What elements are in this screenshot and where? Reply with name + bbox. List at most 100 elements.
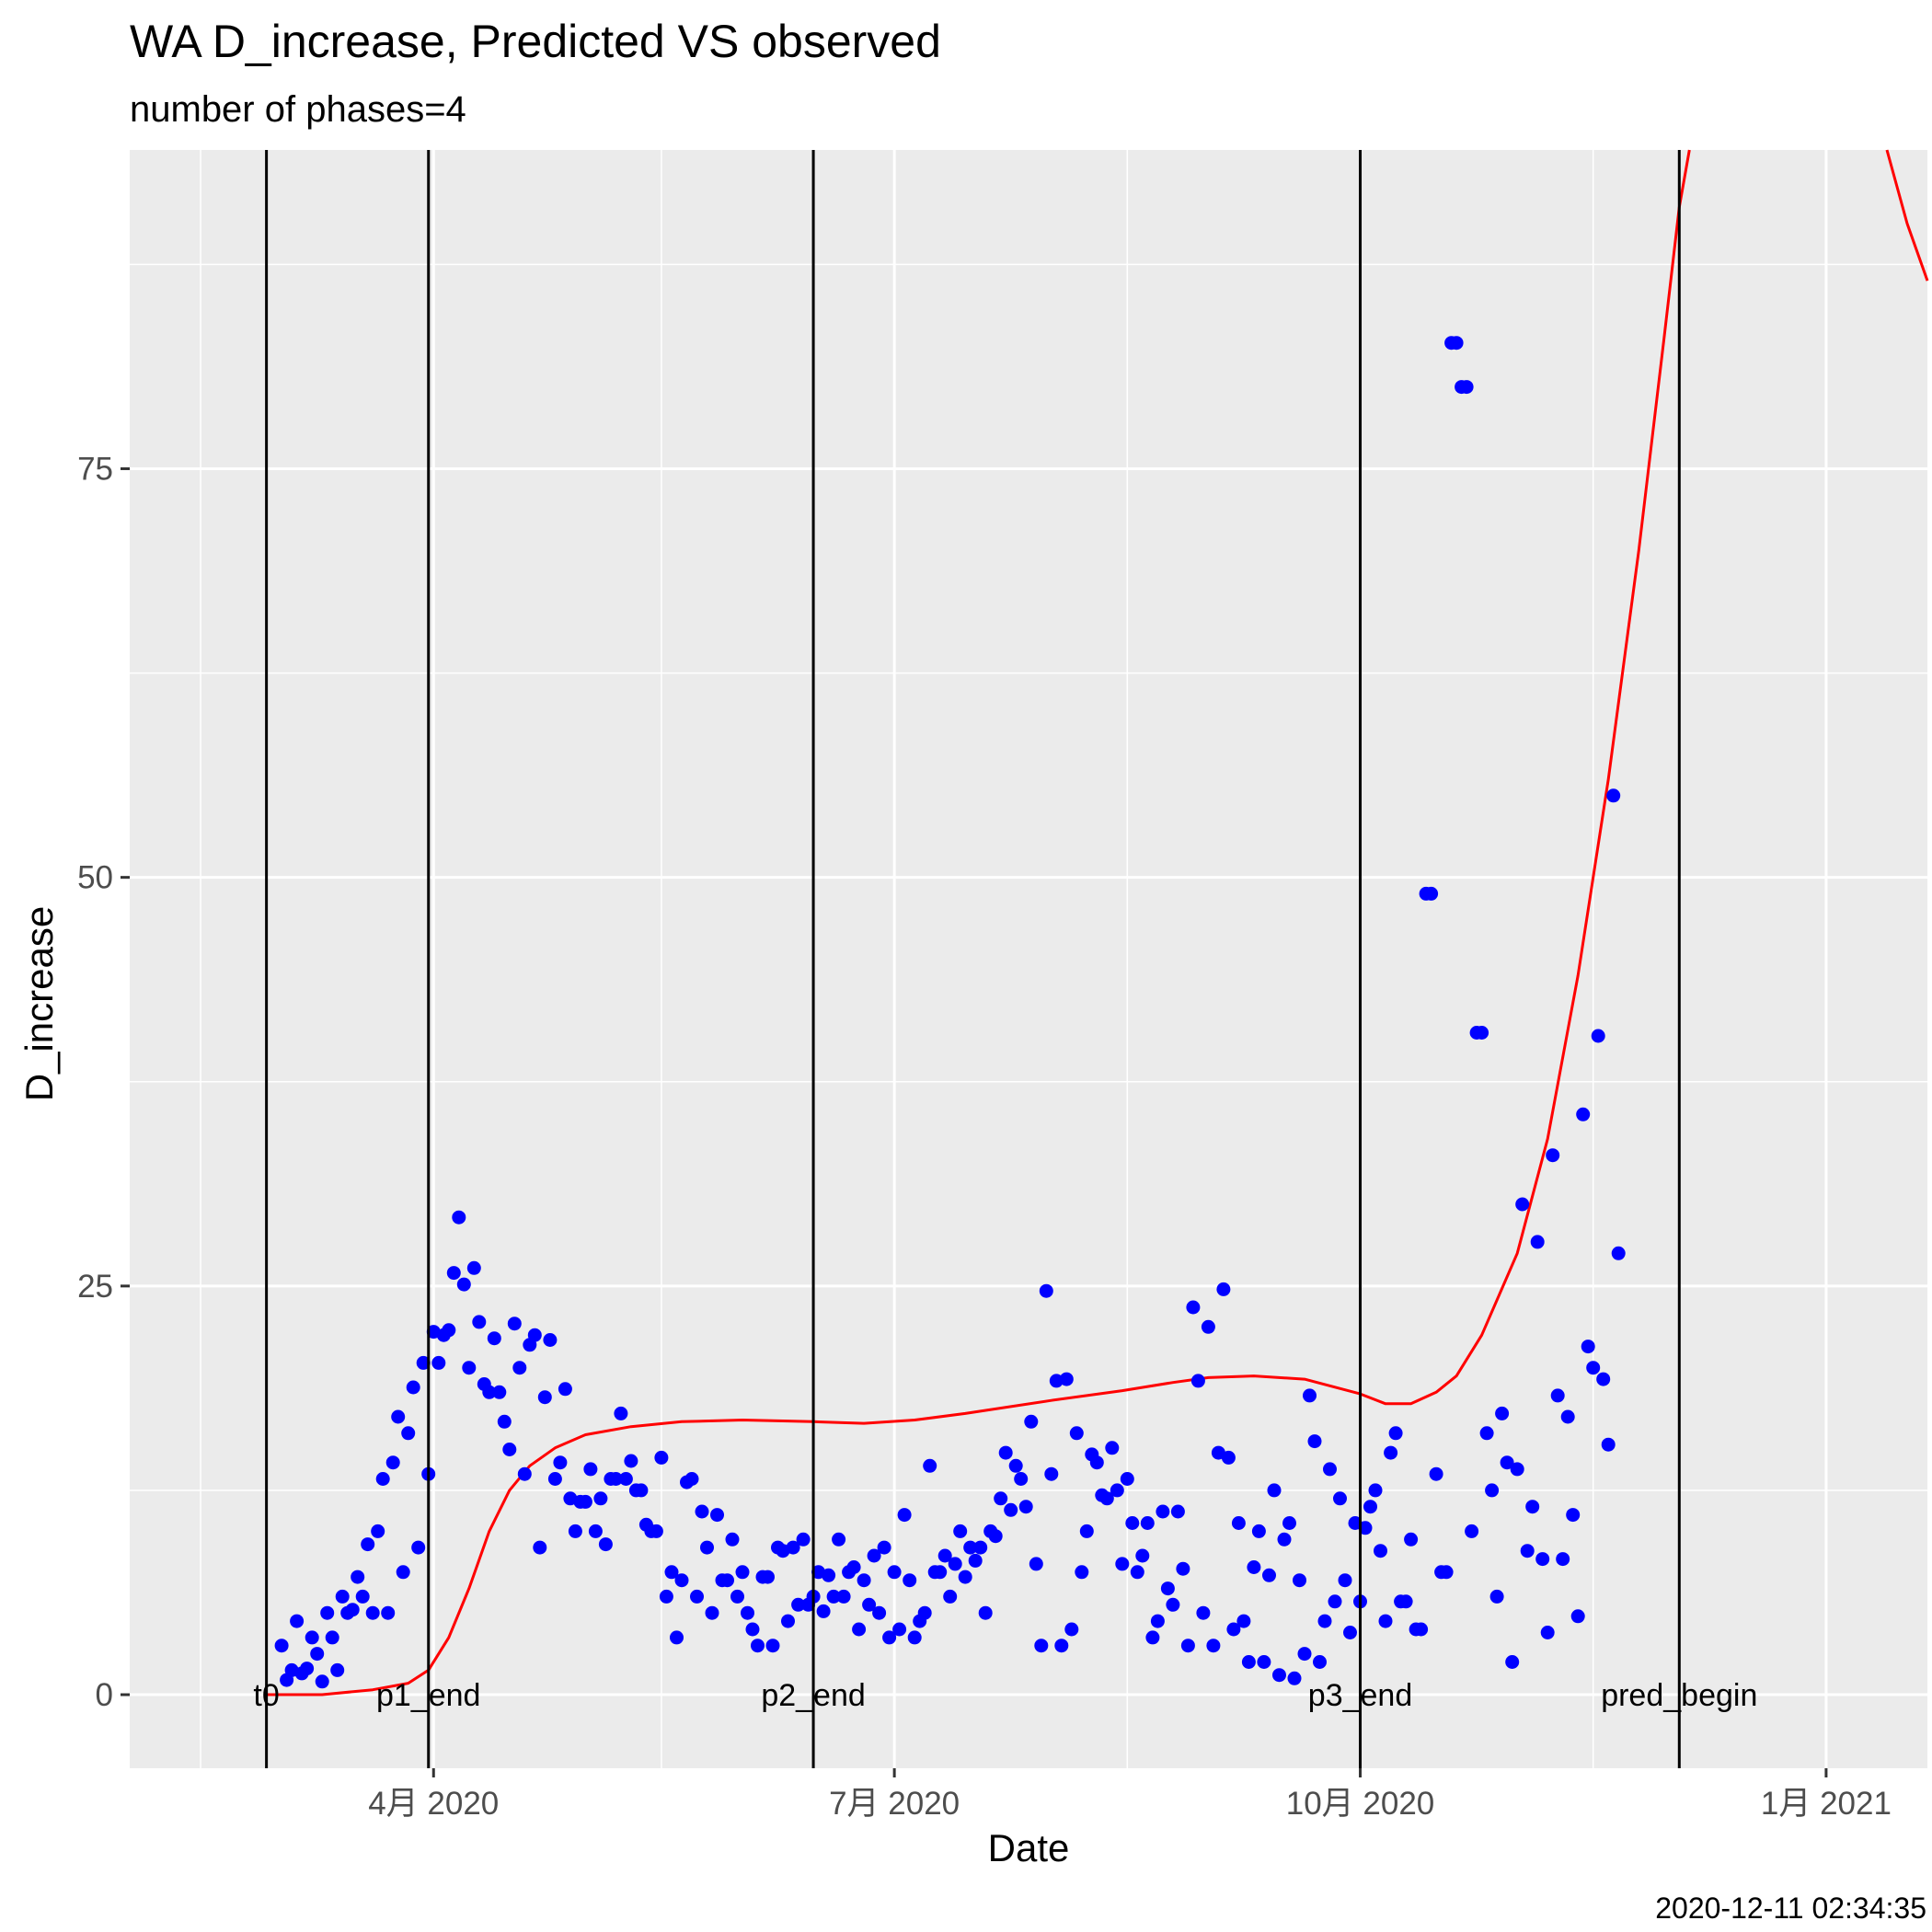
data-point (1064, 1622, 1079, 1637)
data-point (365, 1605, 380, 1620)
data-point (700, 1540, 714, 1555)
data-point (1236, 1614, 1251, 1628)
data-point (1014, 1472, 1029, 1486)
data-point (593, 1491, 608, 1506)
data-point (1465, 1524, 1479, 1538)
data-point (659, 1589, 673, 1604)
data-point (1049, 1374, 1064, 1388)
data-point (684, 1472, 699, 1486)
phase-label: p1_end (376, 1678, 480, 1713)
data-point (690, 1589, 704, 1604)
data-point (1475, 1026, 1489, 1040)
data-point (1358, 1521, 1373, 1535)
data-point (1398, 1594, 1413, 1609)
data-point (1206, 1639, 1221, 1653)
data-point (300, 1662, 315, 1676)
data-point (1424, 886, 1439, 901)
data-point (735, 1565, 750, 1580)
data-point (502, 1443, 517, 1456)
data-point (1272, 1668, 1286, 1683)
data-point (1550, 1388, 1565, 1403)
data-point (1110, 1483, 1124, 1498)
data-point (1343, 1626, 1357, 1639)
data-point (877, 1540, 891, 1555)
data-point (1328, 1594, 1342, 1609)
data-point (547, 1472, 562, 1486)
data-point (325, 1630, 339, 1645)
data-point (1611, 1246, 1626, 1260)
data-point (1201, 1319, 1215, 1334)
data-point (1429, 1466, 1443, 1481)
data-point (670, 1630, 684, 1645)
x-tick-label: 10月 2020 (1286, 1786, 1435, 1822)
data-point (305, 1630, 319, 1645)
data-point (1170, 1504, 1185, 1519)
data-point (1313, 1655, 1327, 1669)
data-point (1089, 1455, 1104, 1470)
data-point (998, 1445, 1013, 1460)
chart-title: WA D_increase, Predicted VS observed (130, 16, 941, 67)
data-point (1510, 1462, 1524, 1477)
data-point (741, 1605, 754, 1620)
data-point (791, 1597, 806, 1612)
data-point (751, 1639, 765, 1653)
data-point (290, 1614, 305, 1628)
chart-subtitle: number of phases=4 (130, 89, 466, 130)
data-point (832, 1532, 846, 1547)
data-point (1317, 1614, 1332, 1628)
data-point (1140, 1516, 1155, 1530)
data-point (1251, 1524, 1266, 1538)
data-point (1384, 1445, 1398, 1460)
data-point (796, 1532, 811, 1547)
data-point (1156, 1504, 1170, 1519)
data-point (761, 1570, 775, 1584)
y-tick-label: 0 (96, 1677, 113, 1713)
data-point (487, 1331, 501, 1346)
data-point (1150, 1614, 1165, 1628)
data-point (649, 1524, 663, 1538)
data-point (1125, 1516, 1140, 1530)
data-point (1363, 1500, 1377, 1514)
data-point (543, 1333, 558, 1347)
data-point (634, 1483, 649, 1498)
data-point (892, 1622, 907, 1637)
data-point (381, 1605, 396, 1620)
data-point (320, 1605, 335, 1620)
data-point (1120, 1472, 1134, 1486)
data-point (391, 1409, 406, 1424)
data-point (1034, 1639, 1049, 1653)
data-point (1176, 1561, 1190, 1576)
data-point (664, 1565, 679, 1580)
data-point (482, 1385, 497, 1399)
y-tick-label: 50 (77, 860, 113, 896)
data-point (1374, 1544, 1387, 1558)
data-point (1287, 1671, 1302, 1685)
data-point (1160, 1581, 1175, 1596)
data-point (1368, 1483, 1383, 1498)
data-point (978, 1605, 993, 1620)
data-point (1546, 1148, 1560, 1163)
data-point (537, 1390, 552, 1405)
data-point (558, 1382, 572, 1397)
predicted-line (266, 149, 1691, 1696)
x-tick-label: 4月 2020 (368, 1786, 499, 1822)
x-tick-label: 1月 2021 (1761, 1786, 1892, 1822)
data-point (1303, 1388, 1317, 1403)
data-point (1596, 1372, 1611, 1386)
data-point (857, 1573, 871, 1588)
data-point (472, 1315, 487, 1329)
data-point (973, 1540, 988, 1555)
data-point (466, 1260, 481, 1275)
data-point (1099, 1491, 1114, 1506)
data-point (1479, 1426, 1494, 1441)
data-point (517, 1466, 532, 1481)
data-point (1075, 1565, 1089, 1580)
data-point (1262, 1568, 1276, 1582)
x-tick-label: 7月 2020 (829, 1786, 960, 1822)
data-point (1525, 1500, 1540, 1514)
data-point (897, 1508, 912, 1523)
data-point (786, 1540, 800, 1555)
data-point (1293, 1573, 1306, 1588)
data-point (507, 1317, 522, 1331)
data-point (431, 1355, 446, 1370)
